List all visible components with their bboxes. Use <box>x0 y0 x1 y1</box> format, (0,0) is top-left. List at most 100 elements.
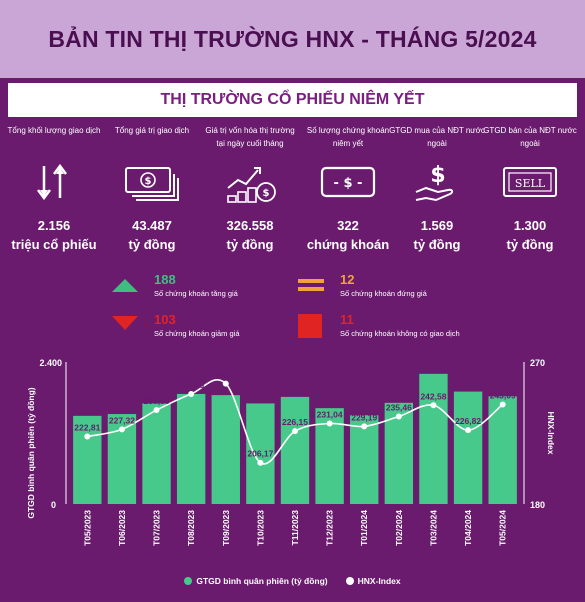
report-header: BẢN TIN THỊ TRƯỜNG HNX - THÁNG 5/2024 <box>0 0 585 78</box>
stat-unit: tỷ đồng <box>226 237 274 252</box>
left-tick-label-bottom: 0 <box>51 500 56 510</box>
breadth-none-label: Số chứng khoán không có giao dịch <box>340 329 460 338</box>
stat-label: Tổng khối lượng giao dịch <box>7 126 101 135</box>
section-title: THỊ TRƯỜNG CỔ PHIẾU NIÊM YẾT <box>160 91 425 108</box>
sell-sign-text: SELL <box>515 177 546 190</box>
legend-line-swatch <box>345 577 354 585</box>
x-tick-label: T04/2024 <box>463 510 473 546</box>
hnx-index-label: 243,09 <box>490 390 516 400</box>
equals-icon <box>298 279 324 291</box>
hnx-index-point <box>118 426 125 433</box>
hnx-index-point <box>292 428 298 435</box>
sell-sign-icon: SELL <box>482 154 578 210</box>
bar <box>419 373 448 504</box>
stat-label: GTGD mua của NĐT nước ngoài <box>389 126 485 148</box>
stat-listed-count: Số lượng chứng khoán niêm yết - $ - 322 … <box>300 124 396 254</box>
breadth-flat-label: Số chứng khoán đứng giá <box>340 289 427 298</box>
hnx-index-point <box>257 459 264 466</box>
x-tick-label: T06/2023 <box>117 510 127 546</box>
hnx-index-label: 231,04 <box>317 409 343 419</box>
breadth-flat-count: 12 <box>340 272 355 287</box>
breadth-none-count: 11 <box>340 312 354 327</box>
stat-value: 1.569 <box>420 218 454 233</box>
stat-unit: tỷ đồng <box>413 237 461 252</box>
stat-value: 2.156 <box>37 218 71 233</box>
stat-foreign-buy: GTGD mua của NĐT nước ngoài $ 1.569 tỷ đ… <box>389 124 485 254</box>
stats-row: Tổng khối lượng giao dịch 2.156 triệu cổ… <box>0 124 585 256</box>
hnx-index-label: 249,75 <box>178 380 204 390</box>
legend-bar-swatch <box>184 577 193 585</box>
stat-value: 322 <box>337 218 359 233</box>
svg-text:$: $ <box>145 176 152 187</box>
hnx-index-point <box>395 413 402 420</box>
hnx-index-label: 206,17 <box>247 449 273 459</box>
stat-label: Giá trị vốn hóa thị trường tại ngày cuối… <box>205 126 295 148</box>
x-tick-label: T07/2023 <box>152 510 162 546</box>
x-tick-label: T01/2024 <box>359 510 369 546</box>
bar <box>350 415 379 504</box>
hnx-index-point <box>430 402 437 409</box>
hnx-index-label: 227,32 <box>109 415 135 425</box>
breadth-down-count: 103 <box>154 312 176 327</box>
legend-item-line: HNX-Index <box>345 576 401 586</box>
stat-value: 326.558 <box>226 218 274 233</box>
stat-value: 43.487 <box>132 218 172 233</box>
bar <box>280 396 310 504</box>
triangle-down-icon <box>112 316 138 330</box>
right-tick-label-bottom: 180 <box>530 500 545 510</box>
bar <box>453 391 483 504</box>
x-tick-label: T02/2024 <box>394 510 404 546</box>
breadth-down-label: Số chứng khoán giảm giá <box>154 329 240 338</box>
breadth-up-count: 188 <box>154 272 176 287</box>
coins-growth-icon: $ <box>202 154 298 210</box>
hnx-index-point <box>188 390 195 397</box>
stat-label: GTGD bán của NĐT nước ngoài <box>483 126 577 148</box>
hnx-index-label: 242,58 <box>420 391 446 401</box>
bar <box>488 396 517 504</box>
hnx-index-point <box>499 401 506 408</box>
breadth-up-label: Số chứng khoán tăng giá <box>154 289 238 298</box>
legend-item-bars: GTGD bình quân phiên (tỷ đồng) <box>184 576 328 586</box>
triangle-up-icon <box>112 279 138 292</box>
bar <box>73 415 102 504</box>
left-tick-label-top: 2.400 <box>39 358 62 368</box>
hnx-index-point <box>153 407 160 414</box>
bar <box>176 393 206 504</box>
bar <box>211 395 240 504</box>
hnx-index-point <box>361 423 368 430</box>
x-tick-label: T05/2024 <box>498 510 508 546</box>
hnx-index-point <box>84 433 91 440</box>
x-tick-label: T09/2023 <box>221 510 231 546</box>
banknote-icon: - $ - <box>300 154 396 210</box>
hnx-index-label: 235,46 <box>386 402 412 412</box>
x-tick-label: T03/2024 <box>428 510 438 546</box>
stat-total-volume: Tổng khối lượng giao dịch 2.156 triệu cổ… <box>6 124 102 254</box>
market-breadth: 188 Số chứng khoán tăng giá 12 Số chứng … <box>0 268 585 340</box>
x-tick-label: T08/2023 <box>186 510 196 546</box>
hnx-index-label: 229,19 <box>351 412 377 422</box>
bar <box>142 403 171 504</box>
svg-text:$: $ <box>430 163 445 188</box>
stat-label: Tổng giá trị giao dịch <box>114 126 190 135</box>
x-tick-label: T10/2023 <box>255 510 265 546</box>
y-axis-title: GTGD bình quân phiên (tỷ đồng) <box>26 387 36 518</box>
hnx-index-label: 239,55 <box>144 396 170 406</box>
svg-text:$: $ <box>263 188 270 199</box>
hnx-index-label: 222,81 <box>74 422 100 432</box>
up-down-arrows-icon <box>6 154 102 210</box>
stat-unit: triệu cổ phiếu <box>11 237 97 252</box>
x-tick-label: T05/2023 <box>82 510 92 546</box>
y-axis-right-title: HNX-Index <box>546 412 556 455</box>
money-bills-icon: $ <box>104 154 200 210</box>
legend-bar-label: GTGD bình quân phiên (tỷ đồng) <box>196 576 328 586</box>
stat-unit: tỷ đồng <box>128 237 176 252</box>
hnx-index-point <box>465 427 472 434</box>
hnx-index-point <box>222 380 229 387</box>
chart-legend: GTGD bình quân phiên (tỷ đồng) HNX-Index <box>0 574 585 588</box>
stat-total-value: Tổng giá trị giao dịch $ 43.487 tỷ đồng <box>104 124 200 254</box>
stat-market-cap: Giá trị vốn hóa thị trường tại ngày cuối… <box>202 124 298 254</box>
bar <box>246 403 275 504</box>
legend-line-label: HNX-Index <box>357 576 401 586</box>
right-tick-label-top: 270 <box>530 358 545 368</box>
stat-foreign-sell: GTGD bán của NĐT nước ngoài SELL 1.300 t… <box>482 124 578 254</box>
